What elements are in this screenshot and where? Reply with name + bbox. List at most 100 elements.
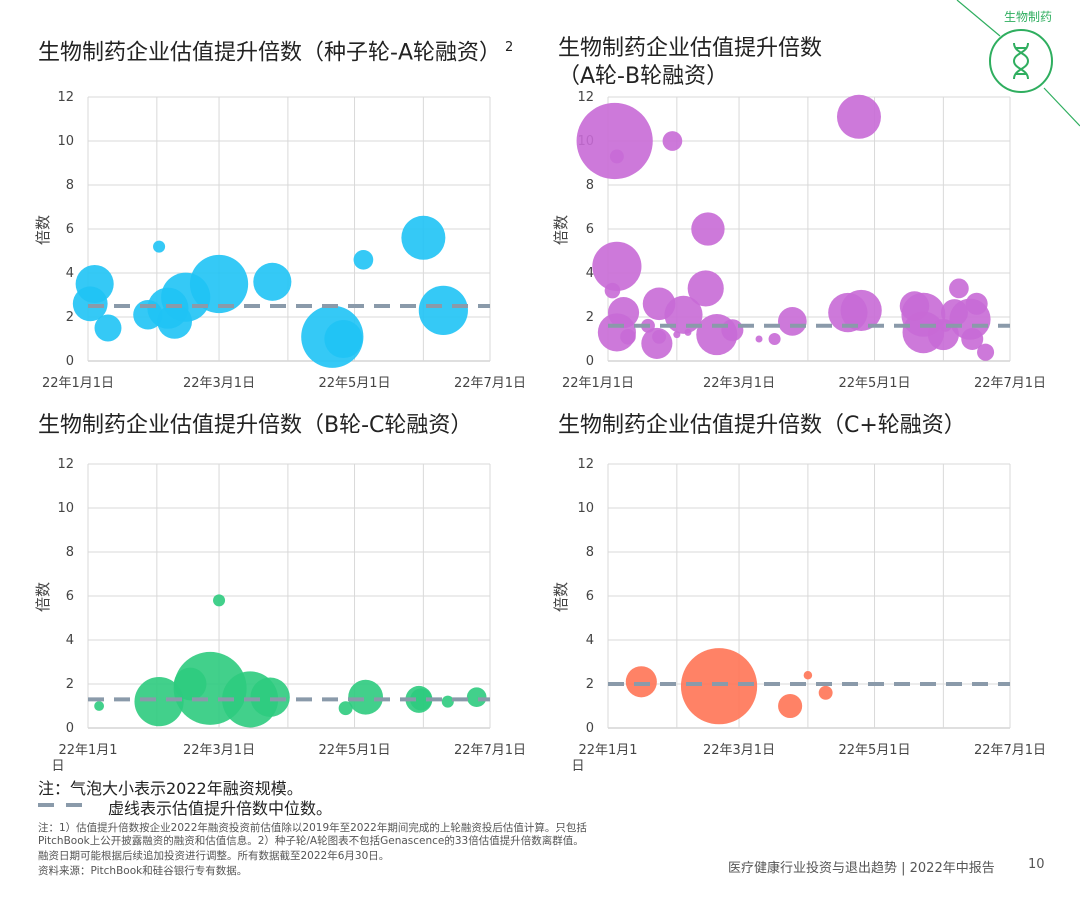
page-number: 10 xyxy=(1028,857,1045,872)
chart3-xtick: 22年1月1 日 xyxy=(51,743,117,774)
chart2-bubble xyxy=(840,289,882,331)
median-legend-swatch xyxy=(38,803,82,807)
chart3-ytick: 12 xyxy=(57,457,74,472)
chart1-ytick: 6 xyxy=(66,222,74,237)
chart1-bubble xyxy=(75,264,114,304)
chart2-bubble xyxy=(691,212,725,246)
chart1-ylabel: 倍数 xyxy=(34,215,52,245)
footnote-line-2: PitchBook上公开披露融资的融资和估值信息。2）种子轮/A轮图表不包括Ge… xyxy=(38,835,584,847)
chart3-ytick: 4 xyxy=(66,633,74,648)
chart4-xtick: 22年3月1日 xyxy=(703,743,775,758)
chart1-xtick: 22年7月1日 xyxy=(454,376,526,391)
chart3-ylabel: 倍数 xyxy=(34,582,52,612)
chart2-ytick: 0 xyxy=(586,354,594,369)
chart2-bubble xyxy=(965,292,988,315)
chart2-bubble xyxy=(592,241,642,291)
dna-icon xyxy=(1012,42,1030,80)
chart1-title-text: 生物制药企业估值提升倍数（种子轮-A轮融资） xyxy=(38,40,501,66)
chart4-ytick: 6 xyxy=(586,589,594,604)
chart2-xtick: 22年3月1日 xyxy=(703,376,775,391)
chart4-xtick: 22年5月1日 xyxy=(838,743,910,758)
chart2-ytick: 6 xyxy=(586,222,594,237)
chart3-bubble xyxy=(441,695,454,708)
chart1-bubble xyxy=(153,240,166,253)
chart1-xtick: 22年3月1日 xyxy=(183,376,255,391)
badge-line-top xyxy=(956,0,1001,37)
chart2-bubble xyxy=(778,307,807,336)
chart2-xtick: 22年1月1日 xyxy=(562,376,634,391)
chart3-xtick: 22年5月1日 xyxy=(318,743,390,758)
chart1-xtick: 22年1月1日 xyxy=(42,376,114,391)
chart2-bubble xyxy=(662,131,683,151)
chart3-bubble xyxy=(348,679,384,715)
chart4-ytick: 8 xyxy=(586,545,594,560)
chart4-ytick: 10 xyxy=(577,501,594,516)
chart4-ylabel: 倍数 xyxy=(552,582,570,612)
chart2-bubble xyxy=(977,343,995,361)
chart3-bubble xyxy=(466,687,487,708)
footnote-line-1: 注：1）估值提升倍数按企业2022年融资投资前估值除以2019年至2022年期间… xyxy=(38,822,587,834)
chart3-ytick: 0 xyxy=(66,721,74,736)
chart4-ytick: 12 xyxy=(577,457,594,472)
chart4-title: 生物制药企业估值提升倍数（C+轮融资） xyxy=(558,413,966,438)
chart3-ytick: 2 xyxy=(66,677,74,692)
chart2-ytick: 2 xyxy=(586,310,594,325)
chart2-bubble xyxy=(755,335,763,343)
chart1-title: 生物制药企业估值提升倍数（种子轮-A轮融资） 2 xyxy=(38,35,513,66)
chart2-bubble xyxy=(652,329,667,344)
median-note: 虚线表示估值提升倍数中位数。 xyxy=(108,799,333,818)
badge-circle xyxy=(989,29,1053,93)
chart4-bubble xyxy=(778,693,803,719)
chart1-ytick: 4 xyxy=(66,266,74,281)
badge-line-bottom xyxy=(1043,87,1080,127)
chart1-bubble xyxy=(94,314,122,342)
chart4-bubble xyxy=(625,666,657,698)
chart2-bubble xyxy=(836,94,881,139)
chart4-xtick: 22年1月1 日 xyxy=(571,743,637,774)
chart1-bubble xyxy=(418,285,468,335)
chart3-ytick: 10 xyxy=(57,501,74,516)
chart4-bubble xyxy=(680,648,758,725)
chart3-bubble xyxy=(213,594,226,607)
chart2-bubble xyxy=(576,102,653,180)
chart1-bubble xyxy=(253,262,292,301)
chart2-bubble xyxy=(604,282,621,299)
chart2-ytick: 8 xyxy=(586,178,594,193)
chart4-xtick: 22年7月1日 xyxy=(974,743,1046,758)
chart4-ytick: 2 xyxy=(586,677,594,692)
chart1-ytick: 10 xyxy=(57,134,74,149)
chart2-bubble xyxy=(620,329,636,345)
chart1-ytick: 2 xyxy=(66,310,74,325)
chart2-bubble xyxy=(609,149,624,164)
chart1-xtick: 22年5月1日 xyxy=(318,376,390,391)
chart1-bubble xyxy=(401,215,446,260)
chart2-bubble xyxy=(687,270,724,307)
chart4-ytick: 0 xyxy=(586,721,594,736)
chart1-ytick: 8 xyxy=(66,178,74,193)
chart2-ytick: 4 xyxy=(586,266,594,281)
chart3-title: 生物制药企业估值提升倍数（B轮-C轮融资） xyxy=(38,413,473,438)
chart1-bubble xyxy=(353,249,374,270)
chart2-bubble xyxy=(949,278,969,299)
chart3-ytick: 8 xyxy=(66,545,74,560)
footnote-marker: 2 xyxy=(505,40,514,55)
chart1-ytick: 0 xyxy=(66,354,74,369)
chart1-ytick: 12 xyxy=(57,90,74,105)
chart2-bubble xyxy=(961,328,984,350)
chart2-bubble xyxy=(768,332,781,346)
footer-report-title: 医疗健康行业投资与退出趋势 | 2022年中报告 xyxy=(728,861,995,876)
chart3-bubble xyxy=(338,701,353,716)
chart2-xtick: 22年7月1日 xyxy=(974,376,1046,391)
chart3-bubble xyxy=(94,701,105,711)
chart2-bubble xyxy=(721,319,744,342)
chart1-bubble xyxy=(324,319,363,359)
chart2-xtick: 22年5月1日 xyxy=(838,376,910,391)
chart2-ylabel: 倍数 xyxy=(552,215,570,245)
chart2-ytick: 12 xyxy=(577,90,594,105)
chart3-bubble xyxy=(410,688,433,711)
chart1-bubble xyxy=(189,254,249,314)
source-note: 资料来源：PitchBook和硅谷银行专有数据。 xyxy=(38,865,248,877)
sector-label: 生物制药 xyxy=(1004,10,1053,24)
chart3-xtick: 22年7月1日 xyxy=(454,743,526,758)
